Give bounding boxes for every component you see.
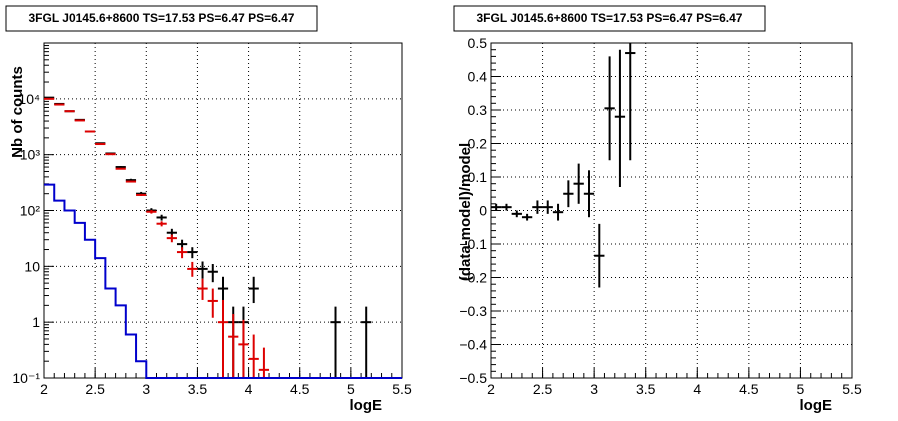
- x-tick-label: 3: [142, 381, 150, 397]
- residual-point: [552, 203, 564, 221]
- y-tick-label: 0.2: [468, 136, 488, 152]
- y-tick-label: −0.5: [459, 370, 487, 386]
- chart-title: 3FGL J0145.6+8600 TS=17.53 PS=6.47 PS=6.…: [477, 11, 743, 25]
- y-tick-label: 10: [24, 258, 40, 274]
- title-box: [453, 5, 766, 32]
- y-tick-label: 0.5: [468, 35, 488, 51]
- residual-point: [532, 200, 543, 214]
- plot-frame: [490, 42, 853, 379]
- counts-panel: 3FGL J0145.6+8600 TS=17.53 PS=6.47 PS=6.…: [5, 5, 412, 414]
- model-point: [207, 288, 218, 318]
- model-point: [176, 247, 188, 259]
- residual-point: [625, 43, 636, 161]
- x-tick-label: 5.5: [842, 381, 862, 397]
- data-point: [361, 306, 372, 378]
- model-point: [156, 221, 167, 227]
- model-point: [74, 119, 85, 122]
- residual-point: [573, 163, 584, 204]
- y-axis-title: Nb of counts: [9, 66, 26, 158]
- model-point: [95, 143, 106, 146]
- y-tick-label: −0.2: [459, 270, 487, 286]
- residuals-panel: 3FGL J0145.6+8600 TS=17.53 PS=6.47 PS=6.…: [453, 5, 862, 414]
- x-tick-label: 4.5: [739, 381, 759, 397]
- data-point: [207, 264, 218, 283]
- data-point: [217, 276, 229, 304]
- data-point: [197, 261, 208, 279]
- model-point: [197, 278, 208, 300]
- x-tick-label: 5.5: [392, 381, 412, 397]
- y-tick-label: −0.1: [459, 236, 487, 252]
- data-point: [156, 214, 167, 221]
- model-point: [105, 153, 116, 156]
- chart-title: 3FGL J0145.6+8600 TS=17.53 PS=6.47 PS=6.…: [29, 11, 295, 25]
- model-point: [136, 193, 147, 196]
- residual-point: [594, 223, 605, 288]
- residual-point: [614, 49, 626, 188]
- y-tick-label: 1: [32, 314, 40, 330]
- model-point: [54, 103, 65, 106]
- x-tick-label: 4.5: [290, 381, 310, 397]
- y-tick-label: −0.3: [459, 303, 487, 319]
- model-point: [238, 319, 249, 378]
- model-point: [115, 167, 126, 170]
- x-axis-title: logE: [350, 397, 383, 414]
- x-tick-label: 3.5: [188, 381, 208, 397]
- data-point: [248, 276, 259, 304]
- x-tick-label: 4: [245, 381, 253, 397]
- y-tick-label: −0.4: [459, 337, 487, 353]
- y-tick-label: 0: [479, 203, 487, 219]
- model-point: [125, 180, 137, 183]
- x-tick-label: 2.5: [85, 381, 105, 397]
- x-tick-label: 5: [347, 381, 355, 397]
- y-tick-label: 10⁻¹: [12, 370, 40, 386]
- x-tick-label: 2.5: [533, 381, 553, 397]
- data-point: [187, 247, 198, 259]
- model-point: [166, 234, 177, 243]
- model-point: [64, 110, 75, 113]
- model-point: [248, 334, 259, 378]
- model-point: [258, 347, 270, 378]
- y-tick-label: 10⁴: [18, 91, 40, 107]
- source-model-histogram: [44, 183, 402, 379]
- model-point: [84, 130, 96, 133]
- residual-point: [542, 200, 553, 214]
- y-tick-label: 10³: [20, 147, 41, 163]
- residual-point: [501, 203, 512, 211]
- y-tick-label: 0.1: [468, 169, 488, 185]
- y-tick-label: 0.4: [468, 69, 488, 85]
- model-point: [146, 210, 157, 214]
- model-point: [217, 299, 229, 378]
- y-tick-label: 10²: [20, 203, 41, 219]
- residual-point: [563, 180, 574, 208]
- y-axis-title: (data-model)/model: [457, 143, 474, 281]
- x-tick-label: 4: [693, 381, 701, 397]
- title-box: [5, 5, 318, 32]
- model-point: [228, 314, 239, 378]
- model-point: [187, 261, 198, 277]
- x-axis-title: logE: [800, 397, 833, 414]
- x-tick-label: 5: [797, 381, 805, 397]
- x-tick-label: 3.5: [636, 381, 656, 397]
- data-point: [330, 306, 341, 378]
- residual-point: [583, 170, 595, 218]
- x-tick-label: 2: [487, 381, 495, 397]
- residual-point: [521, 213, 533, 221]
- residual-point: [511, 210, 522, 218]
- x-tick-label: 3: [590, 381, 598, 397]
- residual-point: [604, 56, 615, 161]
- x-tick-label: 2: [40, 381, 48, 397]
- residual-point: [491, 203, 502, 211]
- y-tick-label: 0.3: [468, 102, 488, 118]
